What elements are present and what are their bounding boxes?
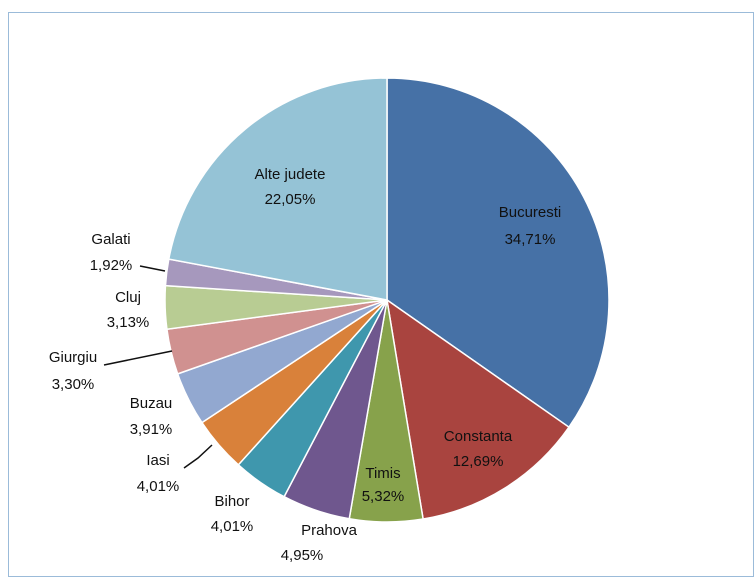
value-label: 1,92% (90, 257, 133, 274)
pie-slice (167, 77, 388, 301)
category-label: Giurgiu (49, 349, 97, 366)
value-label: 3,13% (107, 314, 150, 331)
category-label: Alte judete (255, 166, 326, 183)
value-label: 3,91% (130, 421, 173, 438)
category-label: Prahova (301, 522, 358, 539)
category-label: Cluj (115, 289, 141, 306)
value-label: 4,01% (137, 478, 180, 495)
category-label: Buzau (130, 395, 173, 412)
category-label: Timis (365, 465, 400, 482)
category-label: Galati (91, 231, 130, 248)
value-label: 12,69% (453, 453, 504, 470)
leader-line (103, 350, 173, 366)
value-label: 22,05% (265, 191, 316, 208)
category-label: Constanta (444, 428, 513, 445)
value-label: 4,95% (281, 547, 324, 564)
value-label: 34,71% (505, 231, 556, 248)
labels: Bucuresti 34,71% Constanta 12,69% Timis 5,32%… (49, 166, 561, 564)
pie (164, 77, 610, 523)
pie-slice (385, 298, 570, 520)
value-label: 4,01% (211, 518, 254, 535)
category-label: Bihor (214, 493, 249, 510)
pie-slice (386, 77, 610, 429)
leader-line (183, 444, 213, 469)
leader-line (139, 265, 166, 272)
value-label: 5,32% (362, 488, 405, 505)
value-label: 3,30% (52, 376, 95, 393)
category-label: Iasi (146, 452, 169, 469)
category-label: Bucuresti (499, 204, 562, 221)
